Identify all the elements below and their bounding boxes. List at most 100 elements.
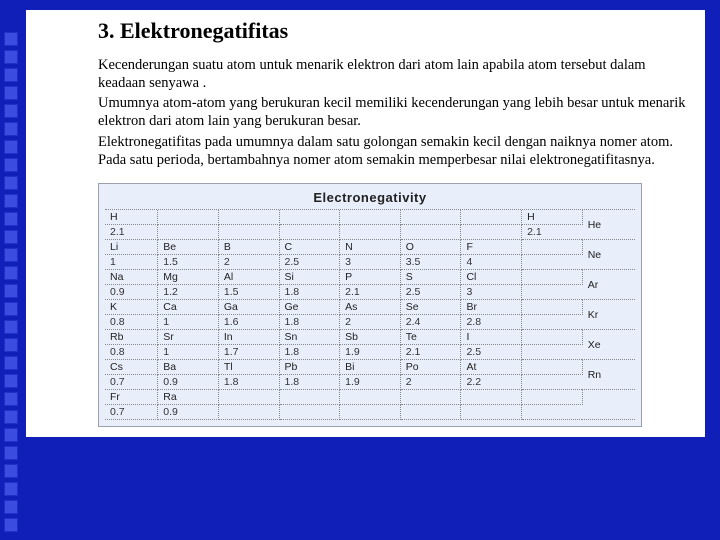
- element-symbol-cell: Ba: [158, 360, 219, 375]
- electronegativity-value-cell: 2.1: [522, 225, 583, 240]
- table-row: RbSrInSnSbTeIXe: [105, 330, 635, 345]
- electronegativity-value-cell: 0.9: [158, 375, 219, 390]
- electronegativity-value-cell: 3: [340, 255, 401, 270]
- noble-gas-cell: Rn: [582, 360, 635, 390]
- electronegativity-value-cell: 0.8: [105, 345, 158, 360]
- electronegativity-value-cell: 2.2: [461, 375, 522, 390]
- electronegativity-value-cell: [461, 225, 522, 240]
- electronegativity-value-cell: [340, 225, 401, 240]
- element-symbol-cell: [218, 390, 279, 405]
- element-symbol-cell: F: [461, 240, 522, 255]
- element-symbol-cell: K: [105, 300, 158, 315]
- table-row: 2.1 2.1: [105, 225, 635, 240]
- element-symbol-cell: Ge: [279, 300, 340, 315]
- noble-gas-cell: Xe: [582, 330, 635, 360]
- element-symbol-cell: [461, 210, 522, 225]
- element-symbol-cell: [522, 300, 583, 315]
- element-symbol-cell: [522, 270, 583, 285]
- electronegativity-value-cell: 1.9: [340, 375, 401, 390]
- element-symbol-cell: Cs: [105, 360, 158, 375]
- table-row: 0.70.9: [105, 405, 635, 420]
- electronegativity-value-cell: [279, 405, 340, 420]
- element-symbol-cell: Ra: [158, 390, 219, 405]
- electronegativity-value-cell: 2.4: [400, 315, 461, 330]
- element-symbol-cell: [158, 210, 219, 225]
- electronegativity-value-cell: [522, 315, 583, 330]
- electronegativity-value-cell: 1.5: [218, 285, 279, 300]
- electronegativity-value-cell: 4: [461, 255, 522, 270]
- noble-gas-cell: Kr: [582, 300, 635, 330]
- table-row: KCaGaGeAsSeBrKr: [105, 300, 635, 315]
- paragraph-1: Kecenderungan suatu atom untuk menarik e…: [98, 56, 689, 92]
- electronegativity-value-cell: 1.8: [279, 375, 340, 390]
- electronegativity-value-cell: 2: [400, 375, 461, 390]
- element-symbol-cell: Be: [158, 240, 219, 255]
- electronegativity-value-cell: 0.7: [105, 375, 158, 390]
- table-row: NaMgAlSiPSClAr: [105, 270, 635, 285]
- noble-gas-cell: [582, 390, 635, 420]
- element-symbol-cell: [279, 210, 340, 225]
- table-row: 0.811.71.81.92.12.5: [105, 345, 635, 360]
- electronegativity-table: HHHe2.12.1LiBeBCNOFNe11.522.533.54NaMgAl…: [105, 210, 635, 421]
- element-symbol-cell: Na: [105, 270, 158, 285]
- element-symbol-cell: I: [461, 330, 522, 345]
- element-symbol-cell: C: [279, 240, 340, 255]
- electronegativity-table-container: Electronegativity HHHe2.12.1LiBeBCNOFNe1…: [98, 183, 642, 428]
- electronegativity-value-cell: 2.5: [400, 285, 461, 300]
- table-row: 0.811.61.822.42.8: [105, 315, 635, 330]
- element-symbol-cell: N: [340, 240, 401, 255]
- table-row: HHHe: [105, 210, 635, 225]
- electronegativity-value-cell: 1: [158, 345, 219, 360]
- element-symbol-cell: [522, 390, 583, 405]
- electronegativity-value-cell: 1: [158, 315, 219, 330]
- element-symbol-cell: Mg: [158, 270, 219, 285]
- electronegativity-value-cell: 1.6: [218, 315, 279, 330]
- paragraph-3: Elektronegatifitas pada umumnya dalam sa…: [98, 133, 689, 169]
- electronegativity-value-cell: 1.8: [279, 315, 340, 330]
- electronegativity-value-cell: [461, 405, 522, 420]
- element-symbol-cell: S: [400, 270, 461, 285]
- element-symbol-cell: As: [340, 300, 401, 315]
- element-symbol-cell: P: [340, 270, 401, 285]
- element-symbol-cell: Cl: [461, 270, 522, 285]
- noble-gas-cell: Ar: [582, 270, 635, 300]
- element-symbol-cell: [279, 390, 340, 405]
- electronegativity-table-title: Electronegativity: [105, 188, 635, 210]
- element-symbol-cell: Pb: [279, 360, 340, 375]
- element-symbol-cell: Ca: [158, 300, 219, 315]
- electronegativity-value-cell: [522, 255, 583, 270]
- table-row: LiBeBCNOFNe: [105, 240, 635, 255]
- electronegativity-value-cell: [279, 225, 340, 240]
- element-symbol-cell: Sn: [279, 330, 340, 345]
- element-symbol-cell: H: [105, 210, 158, 225]
- electronegativity-value-cell: 0.9: [158, 405, 219, 420]
- electronegativity-value-cell: 2: [218, 255, 279, 270]
- electronegativity-value-cell: [522, 345, 583, 360]
- electronegativity-value-cell: 1.2: [158, 285, 219, 300]
- element-symbol-cell: H: [522, 210, 583, 225]
- slide-white-panel: 3. Elektronegatifitas Kecenderungan suat…: [26, 10, 705, 437]
- electronegativity-value-cell: 1.8: [279, 285, 340, 300]
- element-symbol-cell: Sb: [340, 330, 401, 345]
- slide-content: 3. Elektronegatifitas Kecenderungan suat…: [0, 0, 720, 540]
- electronegativity-value-cell: 0.8: [105, 315, 158, 330]
- electronegativity-value-cell: 2.1: [400, 345, 461, 360]
- element-symbol-cell: [400, 210, 461, 225]
- element-symbol-cell: Tl: [218, 360, 279, 375]
- paragraph-2: Umumnya atom-atom yang berukuran kecil m…: [98, 94, 689, 130]
- element-symbol-cell: Se: [400, 300, 461, 315]
- element-symbol-cell: B: [218, 240, 279, 255]
- element-symbol-cell: [340, 210, 401, 225]
- electronegativity-value-cell: [522, 285, 583, 300]
- electronegativity-value-cell: 1.7: [218, 345, 279, 360]
- element-symbol-cell: Li: [105, 240, 158, 255]
- table-row: 0.70.91.81.81.922.2: [105, 375, 635, 390]
- element-symbol-cell: Fr: [105, 390, 158, 405]
- table-row: FrRa: [105, 390, 635, 405]
- element-symbol-cell: [522, 330, 583, 345]
- element-symbol-cell: [522, 360, 583, 375]
- electronegativity-value-cell: 2.1: [105, 225, 158, 240]
- element-symbol-cell: Ga: [218, 300, 279, 315]
- electronegativity-value-cell: [218, 225, 279, 240]
- electronegativity-value-cell: 0.9: [105, 285, 158, 300]
